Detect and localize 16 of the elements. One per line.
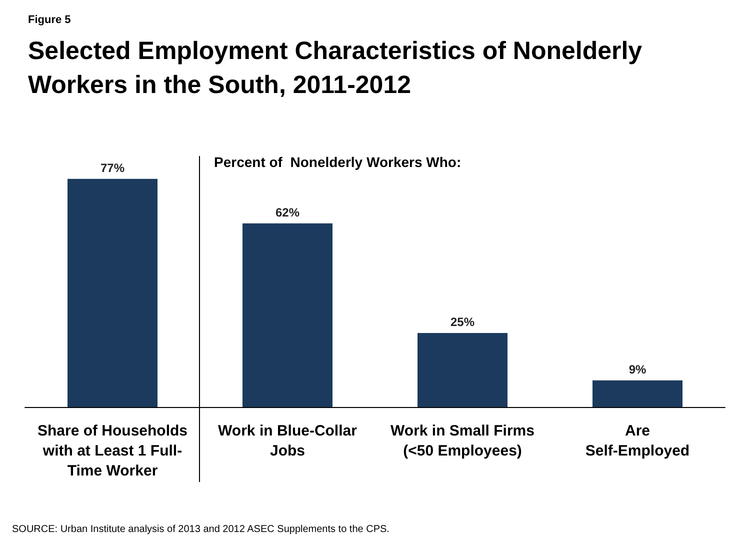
data-label: 25% bbox=[450, 314, 475, 329]
x-tick-label: Are Self-Employed bbox=[585, 422, 690, 460]
x-tick-label: Share of Households with at Least 1 Full- Time Worker bbox=[37, 422, 188, 480]
x-tick-label: Work in Blue-Collar Jobs bbox=[218, 422, 358, 460]
chart-title: Selected Employment Characteristics of Nonelderly Workers in the South, 2011-2012 bbox=[28, 36, 644, 101]
text: Percent of Nonelderly Workers Who: bbox=[214, 154, 462, 170]
data-label: 77% bbox=[100, 160, 125, 175]
bar bbox=[242, 223, 332, 407]
bar bbox=[68, 178, 158, 407]
bar bbox=[418, 332, 508, 407]
data-label: 62% bbox=[275, 205, 300, 220]
x-tick-label: Work in Small Firms (<50 Employees) bbox=[390, 422, 534, 460]
chart-subtitle: Figure 5 bbox=[28, 14, 71, 26]
data-label: 9% bbox=[628, 362, 646, 376]
source-note: SOURCE: Urban Institute analysis of 2013 and 2012 ASEC Supplements to the CPS. bbox=[12, 524, 390, 535]
bar bbox=[592, 380, 682, 407]
